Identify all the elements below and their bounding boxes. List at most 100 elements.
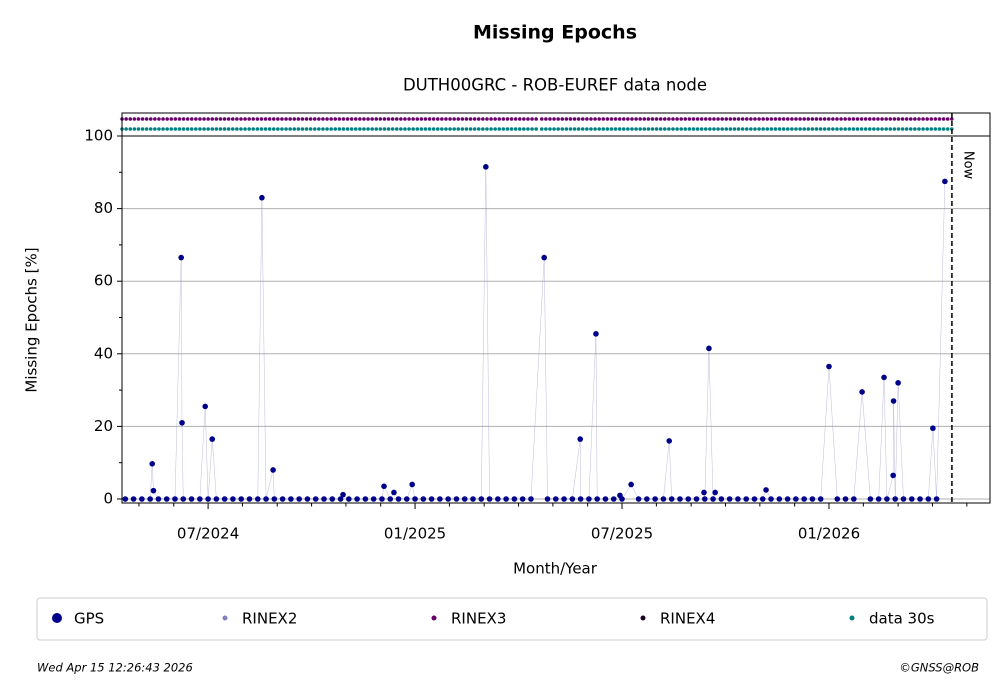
data-point <box>155 496 162 502</box>
data-point <box>875 496 882 502</box>
data-point <box>178 254 184 261</box>
legend-label: RINEX4 <box>660 610 715 628</box>
data-point <box>163 496 170 502</box>
y-tick-label: 100 <box>84 127 113 145</box>
data-point <box>751 496 758 502</box>
data-point <box>321 496 327 502</box>
data-point <box>209 436 216 442</box>
data-point <box>881 374 887 381</box>
data-point <box>528 496 534 502</box>
data-point <box>594 496 600 502</box>
x-tick-label: 01/2026 <box>798 525 860 543</box>
footer-date: Wed Apr 15 12:26:43 2026 <box>37 661 193 675</box>
data-point <box>511 496 518 502</box>
y-tick-label: 80 <box>94 199 113 217</box>
data-point <box>188 496 195 502</box>
data-point <box>552 496 559 502</box>
x-axis-label: Month/Year <box>513 560 598 578</box>
data-point <box>706 345 712 352</box>
data-point <box>890 398 897 404</box>
data-point <box>619 496 625 502</box>
x-tick-label: 07/2024 <box>177 525 239 543</box>
legend-marker <box>431 615 437 621</box>
data-point <box>180 496 187 502</box>
data-point <box>340 491 346 498</box>
data-point <box>577 436 584 442</box>
data-point <box>693 496 700 502</box>
data-point <box>428 496 435 502</box>
footer-credit: ©GNSS@ROB <box>899 661 979 675</box>
data-point <box>660 496 667 502</box>
data-point <box>304 496 311 502</box>
series-line <box>125 166 946 500</box>
y-axis-label: Missing Epochs [%] <box>23 247 41 392</box>
data-point <box>279 496 286 502</box>
legend-label: data 30s <box>869 610 935 628</box>
data-point <box>541 254 548 261</box>
data-point <box>478 496 485 502</box>
data-point <box>942 178 948 185</box>
data-point <box>900 496 907 502</box>
data-point <box>652 496 658 502</box>
legend-marker <box>640 615 646 621</box>
data-point <box>569 496 576 502</box>
data-point <box>270 467 276 473</box>
chart-subtitle: DUTH00GRC - ROB-EUREF data node <box>403 76 707 95</box>
legend-marker <box>52 613 62 623</box>
data-point <box>908 496 915 502</box>
data-point <box>221 496 228 502</box>
data-point <box>259 194 265 201</box>
data-point <box>230 496 236 502</box>
data-point <box>842 496 849 502</box>
data-point <box>379 496 385 502</box>
data-point <box>312 496 319 502</box>
data-point <box>759 496 766 502</box>
data-point <box>925 496 932 502</box>
axes-frame <box>121 135 991 504</box>
x-tick-label: 01/2025 <box>384 525 446 543</box>
data-point <box>362 496 369 502</box>
chart-title: Missing Epochs <box>473 22 637 44</box>
data-point <box>395 496 402 502</box>
data-point <box>712 489 718 496</box>
data-point <box>197 496 203 502</box>
data-point <box>685 496 692 502</box>
data-point <box>149 460 156 467</box>
y-tick-label: 60 <box>94 272 113 290</box>
data-point <box>354 496 360 502</box>
data-point <box>445 496 451 502</box>
data-point <box>150 487 157 494</box>
data-point <box>702 496 708 502</box>
data-point <box>826 363 832 370</box>
data-point <box>666 438 673 444</box>
data-point <box>834 496 841 502</box>
data-point <box>763 487 769 493</box>
data-point <box>586 496 592 502</box>
data-point <box>483 164 489 170</box>
y-tick-label: 0 <box>103 490 113 508</box>
y-tick-label: 20 <box>94 417 113 435</box>
data-point <box>519 496 526 502</box>
data-point <box>668 496 675 502</box>
data-point <box>409 481 415 488</box>
data-point <box>147 496 153 502</box>
data-point <box>628 481 634 488</box>
data-point <box>677 496 683 502</box>
data-point <box>179 419 185 426</box>
legend-label: RINEX3 <box>451 610 506 628</box>
data-point <box>387 496 394 502</box>
data-point <box>577 496 584 502</box>
data-point <box>288 496 294 502</box>
data-point <box>710 496 716 502</box>
data-point <box>701 489 707 496</box>
data-point <box>593 331 599 337</box>
data-point <box>329 496 336 502</box>
data-point <box>892 496 899 502</box>
data-point <box>420 496 427 502</box>
data-point <box>202 403 208 410</box>
data-point <box>884 496 890 502</box>
data-point <box>172 496 178 502</box>
data-point <box>391 489 397 496</box>
data-point <box>817 496 824 502</box>
data-point <box>561 496 567 502</box>
